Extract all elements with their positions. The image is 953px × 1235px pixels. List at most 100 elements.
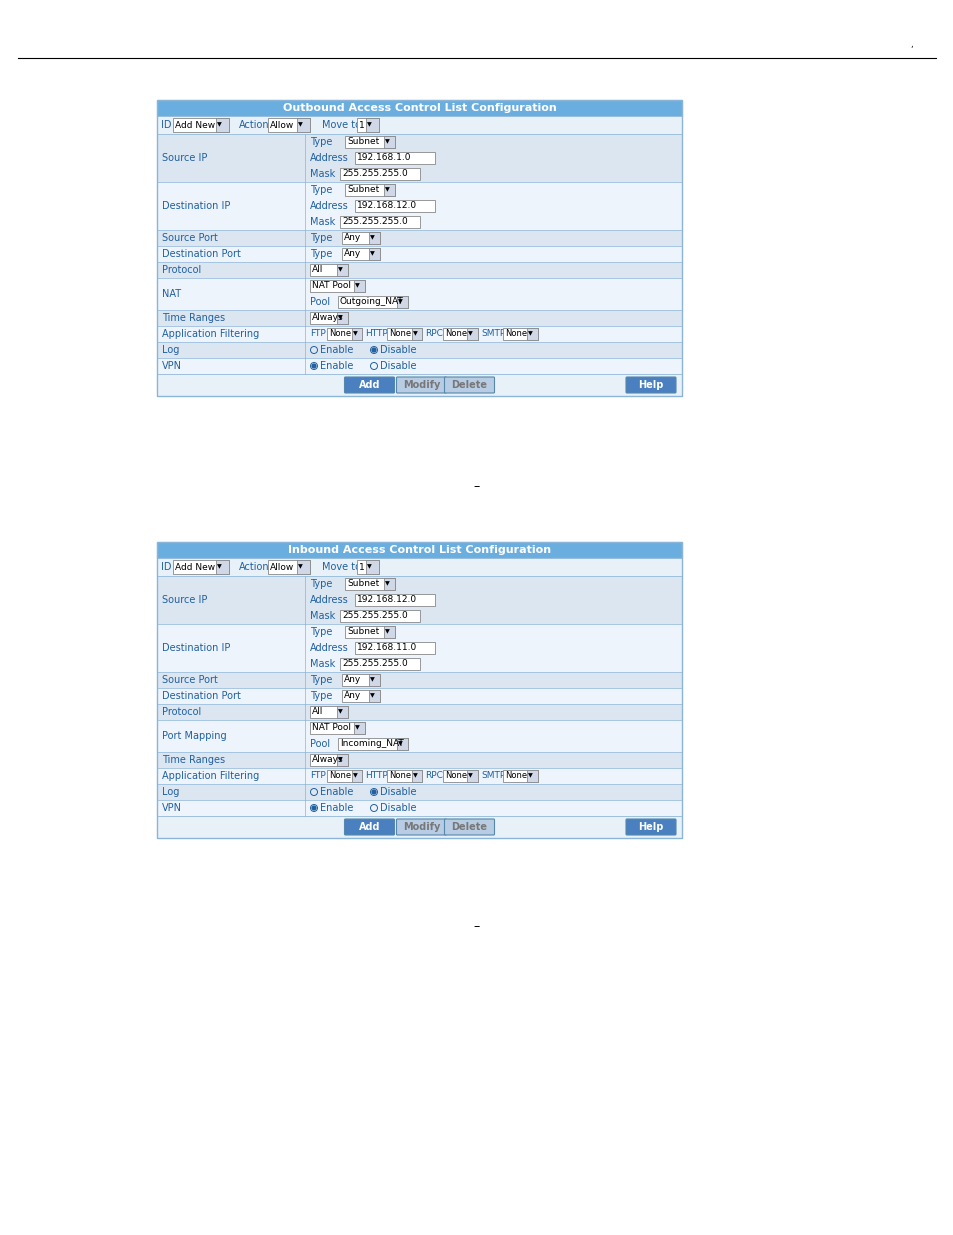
Text: Pool: Pool [310, 739, 330, 748]
Text: Port Mapping: Port Mapping [162, 731, 227, 741]
Text: Subnet: Subnet [347, 627, 379, 636]
Text: Type: Type [310, 249, 332, 259]
Bar [442, 769, 477, 782]
Bar [384, 136, 395, 148]
Text: None: None [504, 772, 527, 781]
Text: ▼: ▼ [370, 236, 375, 241]
Text: ▼: ▼ [385, 140, 390, 144]
Bar [345, 626, 395, 638]
Bar [172, 559, 229, 574]
Bar [157, 182, 681, 230]
Bar [157, 358, 681, 374]
Bar [396, 739, 408, 750]
Text: VPN: VPN [162, 803, 182, 813]
Bar [157, 278, 681, 310]
Text: Delete: Delete [451, 380, 487, 390]
Text: Type: Type [310, 579, 332, 589]
Bar [339, 168, 419, 180]
Text: Address: Address [310, 595, 349, 605]
Text: Source Port: Source Port [162, 233, 217, 243]
Text: Help: Help [638, 823, 663, 832]
Circle shape [312, 364, 315, 368]
Bar [387, 329, 422, 340]
Text: 255.255.255.0: 255.255.255.0 [341, 169, 407, 179]
Text: VPN: VPN [162, 361, 182, 370]
Text: Mask: Mask [310, 217, 335, 227]
Circle shape [372, 348, 375, 352]
Text: ▼: ▼ [385, 630, 390, 635]
Text: ▼: ▼ [338, 315, 342, 321]
Bar [310, 706, 348, 718]
Text: RPC: RPC [425, 330, 443, 338]
Text: Modify: Modify [402, 380, 439, 390]
Bar [157, 576, 681, 624]
Bar [341, 248, 379, 261]
Text: Subnet: Subnet [347, 579, 379, 589]
Text: HTTP: HTTP [365, 330, 388, 338]
Text: Mask: Mask [310, 659, 335, 669]
Text: Add: Add [358, 380, 380, 390]
Bar [341, 232, 379, 245]
Bar [157, 624, 681, 672]
Text: Move to: Move to [322, 562, 360, 572]
Bar [336, 264, 348, 275]
Text: ▼: ▼ [298, 122, 303, 127]
Text: ▼: ▼ [370, 252, 375, 257]
Text: ▼: ▼ [355, 725, 359, 730]
Text: SMTP: SMTP [480, 330, 505, 338]
Text: Enable: Enable [319, 345, 353, 354]
Bar [412, 329, 422, 340]
Bar [157, 310, 681, 326]
Bar [369, 690, 379, 701]
Bar [337, 296, 408, 308]
Bar [384, 184, 395, 196]
Bar [369, 232, 379, 245]
Text: 1: 1 [358, 562, 364, 572]
Bar [297, 119, 310, 132]
Bar [352, 769, 362, 782]
Text: Application Filtering: Application Filtering [162, 771, 259, 781]
Text: Add: Add [358, 823, 380, 832]
Bar [327, 329, 362, 340]
Bar [157, 784, 681, 800]
Bar [336, 755, 348, 766]
Text: ▼: ▼ [355, 284, 359, 289]
Text: Destination IP: Destination IP [162, 201, 230, 211]
Bar [345, 136, 395, 148]
Circle shape [372, 790, 375, 794]
Text: –: – [474, 920, 479, 934]
Text: ▼: ▼ [528, 331, 533, 336]
Text: 255.255.255.0: 255.255.255.0 [341, 611, 407, 620]
Bar [172, 119, 229, 132]
Bar [157, 768, 681, 784]
Bar [157, 542, 681, 558]
Text: Type: Type [310, 692, 332, 701]
Text: Allow: Allow [270, 121, 294, 130]
Text: 1: 1 [358, 121, 364, 130]
Text: ,: , [909, 40, 912, 48]
Text: Outgoing_NAT: Outgoing_NAT [339, 298, 403, 306]
Bar [354, 722, 365, 734]
Bar [339, 610, 419, 622]
Text: Log: Log [162, 345, 179, 354]
Text: 192.168.12.0: 192.168.12.0 [356, 201, 416, 210]
Bar [355, 594, 435, 606]
Text: Protocol: Protocol [162, 706, 201, 718]
Bar [442, 329, 477, 340]
Text: ▼: ▼ [370, 678, 375, 683]
Bar [527, 769, 537, 782]
Text: Time Ranges: Time Ranges [162, 312, 225, 324]
Bar [527, 329, 537, 340]
Text: Incoming_NAT: Incoming_NAT [339, 740, 403, 748]
Text: All: All [312, 708, 323, 716]
Text: –: – [474, 480, 479, 494]
Bar [354, 280, 365, 291]
Bar [157, 800, 681, 816]
Bar [310, 755, 348, 766]
Text: FTP: FTP [310, 772, 325, 781]
Text: Application Filtering: Application Filtering [162, 329, 259, 338]
Bar [310, 264, 348, 275]
Text: ▼: ▼ [217, 564, 222, 569]
Text: 255.255.255.0: 255.255.255.0 [341, 217, 407, 226]
FancyBboxPatch shape [344, 819, 395, 835]
